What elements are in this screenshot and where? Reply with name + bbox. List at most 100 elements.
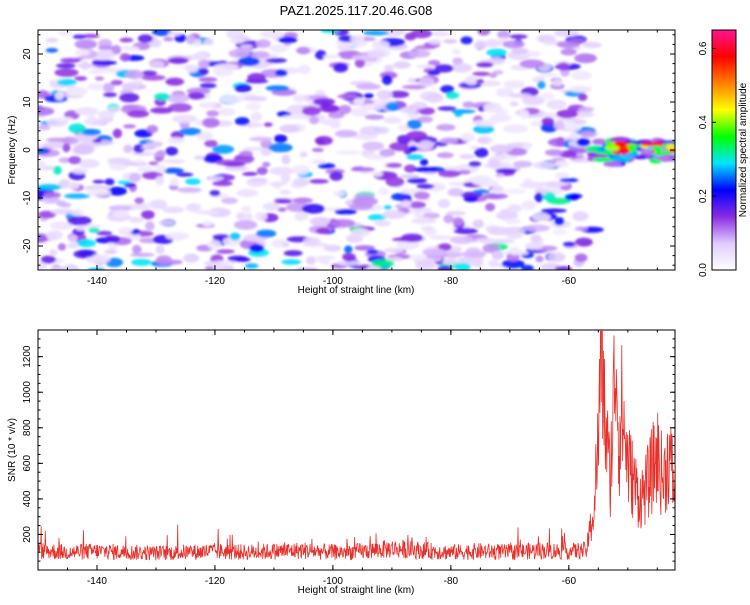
spectrogram-cell (199, 82, 217, 89)
spectrogram-cell (314, 49, 327, 60)
spectrogram-cell (406, 154, 424, 160)
spectrogram-cell (443, 214, 454, 224)
spectrogram-cell (102, 82, 115, 93)
spectrogram-cell (230, 37, 245, 44)
spectrogram-cell (504, 188, 527, 194)
spectrogram-cell (50, 208, 75, 215)
spectrogram-cell (539, 72, 559, 78)
spectrogram-cell (308, 179, 329, 184)
spectrogram-cell (574, 226, 588, 231)
spectrogram-cell (204, 266, 215, 270)
spectrogram-cell (279, 189, 292, 195)
spectrogram-cell (379, 148, 396, 157)
spectrogram-cell (203, 39, 215, 46)
spectrogram-cell (451, 48, 462, 55)
spectrogram-cell (317, 163, 336, 169)
spectrogram-cell (628, 146, 637, 153)
spectrogram-cell (416, 183, 435, 190)
spectrogram-cell (74, 107, 100, 116)
spectrogram-y-tick-label: -20 (22, 238, 33, 253)
spectrogram-cell (278, 36, 298, 44)
spectrogram-cell (404, 164, 417, 173)
spectrogram-cell (221, 197, 238, 204)
spectrogram-y-tick-label: 20 (22, 48, 33, 60)
spectrogram-cell (312, 97, 336, 106)
spectrogram-cell (175, 172, 194, 177)
spectrogram-cell (38, 106, 55, 116)
spectrogram-cell (268, 181, 288, 187)
spectrogram-cell (399, 106, 418, 114)
spectrogram-cell (192, 52, 207, 61)
spectrogram-cell (519, 59, 545, 69)
spectrogram-cell (438, 169, 461, 178)
spectrogram-cell (249, 244, 265, 253)
spectrogram-cell (122, 104, 139, 111)
spectrogram-cell (362, 30, 389, 36)
spectrogram-cell (592, 138, 607, 145)
spectrogram-cell (575, 237, 593, 247)
spectrogram-cell (234, 84, 252, 93)
spectrogram-x-label: Height of straight line (km) (298, 285, 415, 296)
spectrogram-cell (568, 38, 586, 44)
spectrogram-cell (386, 162, 403, 168)
spectrogram-cell (450, 63, 473, 73)
spectrogram-cell (504, 226, 526, 235)
spectrogram-cell (203, 261, 221, 266)
spectrogram-cell (577, 93, 588, 101)
spectrogram-cell (297, 64, 311, 75)
spectrogram-cell (292, 177, 310, 187)
spectrogram-cell (502, 40, 525, 49)
spectrogram-cell (311, 159, 326, 165)
spectrogram-cell (275, 198, 293, 204)
spectrogram-cell (400, 199, 412, 207)
spectrogram-cell (193, 155, 207, 160)
spectrogram-cell (468, 161, 482, 167)
spectrogram-cell (407, 177, 427, 184)
colorbar-ticks: 0.0 0.2 0.4 0.6 (698, 41, 716, 277)
spectrogram-cell (141, 70, 157, 76)
spectrogram-y-label: Frequency (Hz) (7, 116, 18, 185)
spectrogram-cell (437, 265, 453, 270)
spectrogram-cell (123, 144, 133, 153)
spectrogram-cell (495, 173, 505, 178)
spectrogram-cell (172, 114, 198, 124)
spectrogram-cell (323, 244, 342, 252)
spectrogram-cell (98, 118, 110, 125)
spectrogram-cell (198, 59, 210, 70)
spectrogram-cell (473, 119, 497, 127)
snr-y-tick-label: 200 (22, 526, 33, 543)
spectrogram-cell (45, 47, 59, 53)
spectrogram-cell (58, 157, 71, 164)
spectrogram-cell (62, 143, 71, 153)
spectrogram-cell (140, 145, 157, 150)
spectrogram-cell (448, 245, 463, 253)
spectrogram-cell (279, 124, 300, 133)
spectrogram-cell (110, 79, 123, 86)
spectrogram-cell (459, 83, 482, 88)
spectrogram-x-tick-label: -140 (87, 276, 107, 287)
spectrogram-cell (119, 92, 140, 103)
colorbar-tick-label: 0.0 (698, 263, 709, 277)
spectrogram-cell (353, 133, 379, 141)
spectrogram-cell (650, 145, 664, 150)
spectrogram-cell (425, 92, 444, 103)
spectrogram-cell (127, 109, 150, 118)
spectrogram-cell (239, 150, 253, 157)
spectrogram-cell (359, 125, 385, 136)
spectrogram-cell (487, 259, 500, 268)
spectrogram-cell (45, 37, 59, 43)
spectrogram-cell (364, 114, 385, 120)
spectrogram-cells (38, 30, 675, 270)
spectrogram-cell (265, 85, 290, 92)
spectrogram-cell (133, 144, 145, 154)
spectrogram-cell (385, 102, 400, 112)
spectrogram-cell (92, 179, 105, 184)
spectrogram-cell (144, 221, 155, 231)
spectrogram-cell (174, 33, 187, 43)
spectrogram-cell (98, 110, 115, 120)
spectrogram-cell (477, 135, 493, 145)
spectrogram-cell (626, 143, 638, 148)
spectrogram-cell (233, 154, 255, 164)
spectrogram-cell (521, 264, 534, 270)
spectrogram-cell (292, 165, 310, 176)
